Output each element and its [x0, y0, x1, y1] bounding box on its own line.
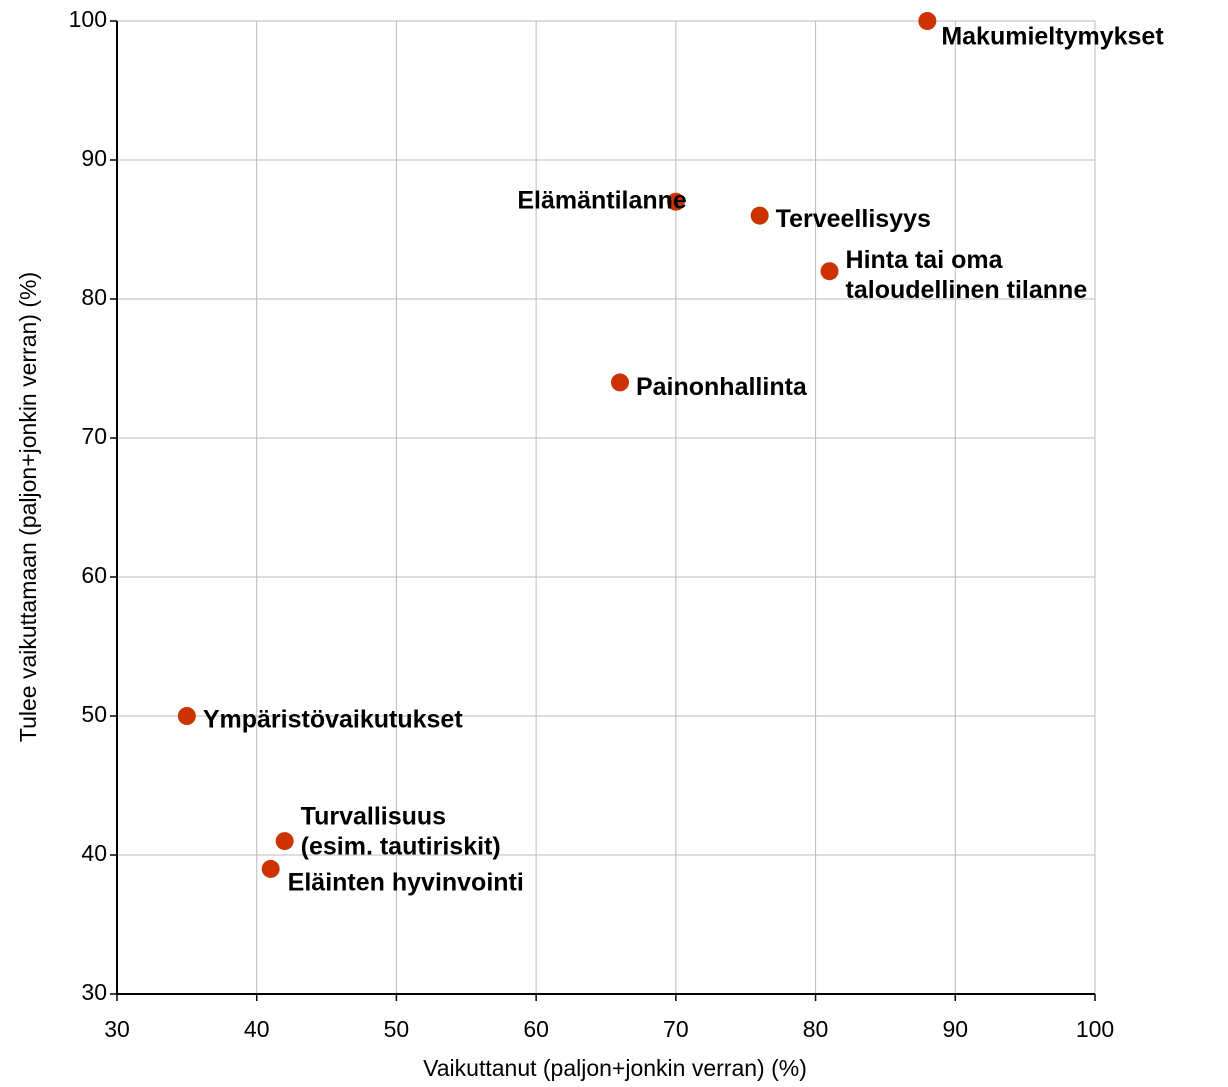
- point-label: Hinta tai oma: [846, 246, 1004, 274]
- x-tick-label: 100: [1076, 1016, 1114, 1042]
- y-tick-label: 50: [81, 701, 107, 727]
- x-tick-label: 40: [244, 1016, 270, 1042]
- point-label: Ympäristövaikutukset: [203, 706, 463, 734]
- y-axis-title: Tulee vaikuttamaan (paljon+jonkin verran…: [15, 272, 41, 742]
- point: [275, 832, 294, 851]
- point: [666, 192, 685, 211]
- point-label: Turvallisuus: [301, 803, 446, 831]
- y-tick-label: 70: [81, 423, 107, 449]
- y-tick-label: 100: [69, 6, 107, 32]
- y-tick-label: 80: [81, 284, 107, 310]
- point: [610, 373, 629, 392]
- point-label: Eläinten hyvinvointi: [288, 869, 524, 897]
- x-tick-label: 90: [942, 1016, 968, 1042]
- point-label: Elämäntilanne: [517, 186, 687, 214]
- x-axis-title: Vaikuttanut (paljon+jonkin verran) (%): [423, 1055, 807, 1081]
- point-label: Painonhallinta: [636, 373, 808, 401]
- y-tick-label: 40: [81, 840, 107, 866]
- y-tick-label: 90: [81, 145, 107, 171]
- point-label: Makumieltymykset: [941, 23, 1164, 51]
- x-tick-label: 30: [104, 1016, 130, 1042]
- x-tick-label: 50: [384, 1016, 410, 1042]
- point: [918, 12, 937, 30]
- y-tick-label: 30: [81, 979, 107, 1005]
- x-tick-label: 80: [803, 1016, 829, 1042]
- y-tick-label: 60: [81, 562, 107, 588]
- point: [261, 859, 280, 878]
- x-tick-label: 60: [523, 1016, 549, 1042]
- point-label: taloudellinen tilanne: [846, 276, 1088, 304]
- point: [750, 206, 769, 225]
- point-label: (esim. tautiriskit): [301, 833, 501, 861]
- x-tick-label: 70: [663, 1016, 689, 1042]
- point-label: Terveellisyys: [776, 205, 931, 233]
- point: [820, 262, 839, 281]
- point: [177, 707, 196, 725]
